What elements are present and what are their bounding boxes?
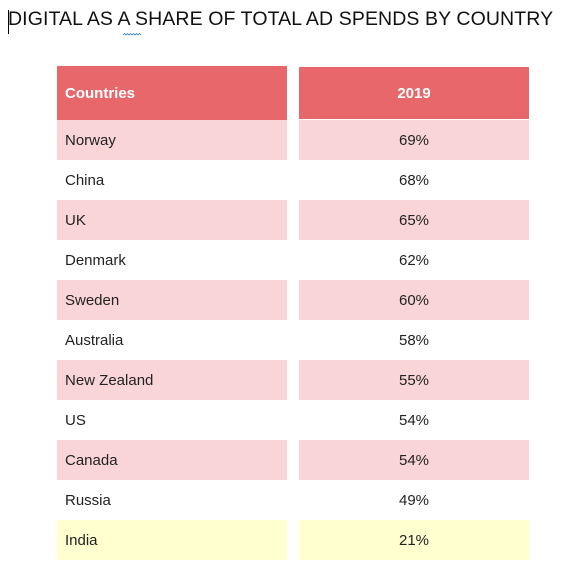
value-cell: 54%: [299, 400, 529, 440]
page-title: DIGITAL AS A SHARE OF TOTAL AD SPENDS BY…: [8, 8, 554, 30]
value-cell: 54%: [299, 440, 529, 480]
value-cell: 60%: [299, 280, 529, 320]
country-cell: Canada: [57, 440, 287, 480]
value-cell: 65%: [299, 200, 529, 240]
header-countries: Countries: [57, 66, 287, 120]
value-cell: 69%: [299, 120, 529, 160]
country-cell: UK: [57, 200, 287, 240]
country-cell: Norway: [57, 120, 287, 160]
country-cell: Australia: [57, 320, 287, 360]
text-cursor: [8, 10, 9, 34]
value-cell: 58%: [299, 320, 529, 360]
country-cell: Sweden: [57, 280, 287, 320]
header-2019: 2019: [299, 67, 529, 119]
value-cell: 21%: [299, 520, 529, 560]
value-cell: 68%: [299, 160, 529, 200]
value-cell: 49%: [299, 480, 529, 520]
spellcheck-underline: [123, 33, 141, 36]
country-cell: China: [57, 160, 287, 200]
country-cell: US: [57, 400, 287, 440]
country-cell: India: [57, 520, 287, 560]
country-cell: New Zealand: [57, 360, 287, 400]
country-cell: Denmark: [57, 240, 287, 280]
value-cell: 62%: [299, 240, 529, 280]
country-cell: Russia: [57, 480, 287, 520]
value-cell: 55%: [299, 360, 529, 400]
